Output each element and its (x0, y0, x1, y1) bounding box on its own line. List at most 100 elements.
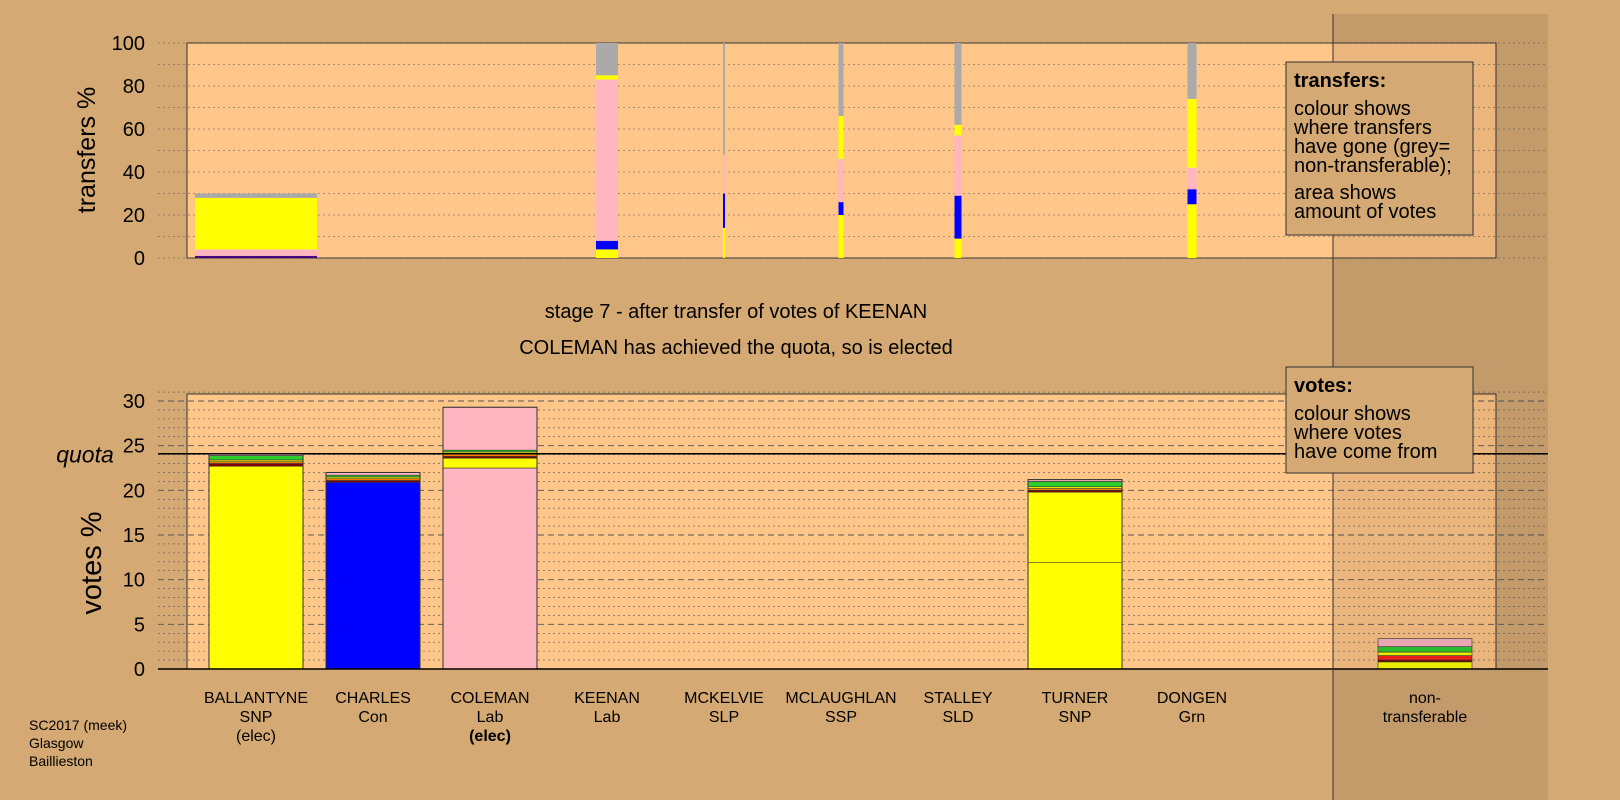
vote-segment (442, 467, 538, 670)
transfers-ytick-label: 80 (123, 76, 145, 98)
votes-ytick-label: 10 (123, 570, 145, 592)
transfers-ytick-label: 20 (123, 205, 145, 227)
transfer-segment (195, 193, 317, 198)
candidate-party-label: SNP (1059, 709, 1092, 726)
legend-box-line: have gone (grey= (1294, 136, 1450, 158)
votes-ytick-label: 5 (134, 614, 145, 636)
nontransferable-label-line1: non- (1409, 690, 1441, 707)
transfers-column-mclaughlan (838, 43, 844, 258)
legend-box-line: colour shows (1294, 98, 1411, 120)
candidate-party-label: SSP (825, 709, 857, 726)
candidate-status-label: (elec) (469, 728, 511, 745)
transfer-segment (1187, 204, 1197, 258)
transfer-segment (723, 193, 725, 228)
votes-ytick-label: 15 (123, 525, 145, 547)
votes-column-coleman (442, 406, 538, 670)
transfers-ytick-label: 40 (123, 162, 145, 184)
transfer-segment (195, 197, 317, 250)
candidate-name-label: MCKELVIE (684, 690, 764, 707)
legend-box-line: area shows (1294, 182, 1396, 204)
transfer-segment (954, 238, 962, 258)
transfer-segment (195, 249, 317, 256)
transfer-segment (954, 195, 962, 239)
vote-segment (1027, 491, 1123, 563)
transfers-column-keenan (596, 43, 618, 258)
legend-box-line: amount of votes (1294, 201, 1436, 223)
vote-segment (442, 406, 538, 451)
transfer-segment (723, 154, 725, 194)
stage-title: stage 7 - after transfer of votes of KEE… (545, 301, 927, 323)
transfer-segment (1187, 43, 1197, 99)
footer-line-ward: Baillieston (29, 753, 93, 769)
transfers-ytick-label: 0 (134, 248, 145, 270)
transfers-column-mckelvie (723, 43, 725, 258)
candidate-name-label: MCLAUGHLAN (785, 690, 896, 707)
legend-box-line: have come from (1294, 441, 1437, 463)
legend-box-line: colour shows (1294, 403, 1411, 425)
legend-box-title: transfers: (1294, 70, 1386, 92)
legend-box-line: where votes (1293, 422, 1402, 444)
votes-column-charles (325, 471, 421, 670)
candidate-name-label: STALLEY (923, 690, 992, 707)
transfer-segment (954, 43, 962, 125)
legend-box-frame (1285, 61, 1474, 236)
nontransferable-label-line2: transferable (1383, 709, 1468, 726)
legend-box-line: non-transferable); (1294, 155, 1452, 177)
transfer-segment (596, 249, 618, 258)
vote-segment (1377, 638, 1473, 647)
legend-box-title: votes: (1294, 375, 1353, 397)
candidate-name-label: KEENAN (574, 690, 640, 707)
candidate-party-label: Lab (594, 709, 621, 726)
footer-line-method: SC2017 (meek) (29, 717, 128, 733)
candidate-party-label: Lab (477, 709, 504, 726)
vote-segment (208, 455, 304, 461)
vote-segment (1027, 481, 1123, 488)
transfers-ytick-label: 100 (112, 33, 145, 55)
transfer-segment (838, 116, 844, 160)
transfer-segment (596, 240, 618, 250)
transfer-segment (596, 75, 618, 80)
transfer-segment (195, 255, 317, 258)
candidate-name-label: CHARLES (335, 690, 411, 707)
footer-note: SC2017 (meek) Glasgow Baillieston (29, 716, 127, 770)
candidate-name-label: COLEMAN (450, 690, 529, 707)
candidate-party-label: Con (358, 709, 387, 726)
votes-y-axis-title: votes % (76, 511, 108, 614)
candidate-party-label: SNP (240, 709, 273, 726)
transfer-segment (1187, 189, 1197, 205)
transfer-segment (838, 43, 844, 117)
candidate-name-label: TURNER (1042, 690, 1109, 707)
candidate-status-label: (elec) (236, 728, 276, 745)
transfer-segment (838, 215, 844, 258)
vote-segment (1027, 562, 1123, 670)
quota-label: quota (56, 442, 114, 468)
transfer-segment (723, 227, 725, 258)
vote-segment (208, 465, 304, 670)
votes-ytick-label: 20 (123, 480, 145, 502)
vote-segment (325, 481, 421, 670)
votes-ytick-label: 25 (123, 436, 145, 458)
candidate-party-label: SLP (709, 709, 739, 726)
transfer-segment (596, 43, 618, 76)
votes-column-ballantyne (208, 453, 304, 670)
candidate-name-label: BALLANTYNE (204, 690, 308, 707)
candidate-party-label: SLD (942, 709, 973, 726)
votes-ytick-label: 0 (134, 659, 145, 681)
candidate-name-label: DONGEN (1157, 690, 1227, 707)
transfer-segment (596, 79, 618, 241)
vote-segment (442, 457, 538, 469)
transfers-column-ballantyne (195, 193, 317, 258)
legend-box-line: where transfers (1293, 117, 1432, 139)
transfer-segment (838, 159, 844, 203)
candidate-party-label: Grn (1179, 709, 1206, 726)
transfer-segment (954, 124, 962, 136)
stage-subtitle: COLEMAN has achieved the quota, so is el… (519, 337, 953, 359)
transfer-segment (954, 135, 962, 196)
transfer-segment (723, 43, 725, 155)
transfers-column-dongen (1187, 43, 1197, 258)
votes-ytick-label: 30 (123, 391, 145, 413)
transfer-segment (838, 202, 844, 215)
